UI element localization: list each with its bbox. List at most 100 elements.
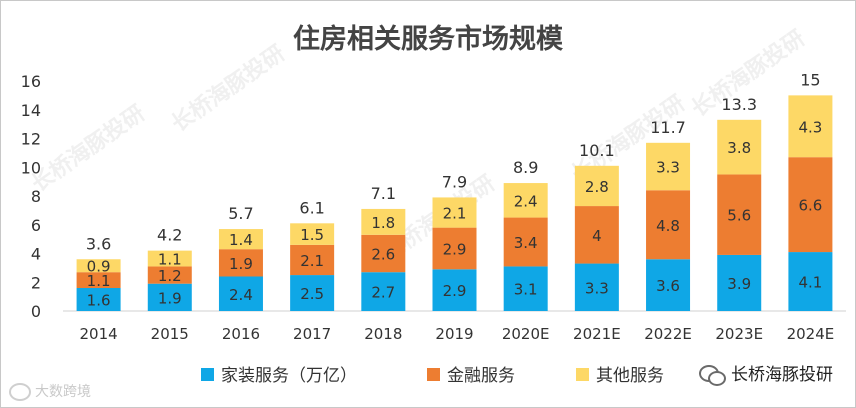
brand-label: 长桥海豚投研 [699, 360, 833, 386]
x-tick-label: 2022E [644, 325, 692, 343]
legend-label: 金融服务 [447, 366, 515, 386]
bar-segment [76, 259, 121, 273]
total-label: 5.7 [228, 204, 253, 223]
data-label: 0.9 [87, 258, 111, 276]
bar-segment [432, 269, 477, 311]
x-tick-label: 2017 [293, 325, 331, 343]
data-label: 2.6 [371, 246, 395, 264]
bar-segment [218, 276, 263, 311]
data-label: 2.5 [300, 285, 324, 303]
x-tick-label: 2021E [573, 325, 621, 343]
data-label: 2.4 [514, 192, 538, 210]
data-label: 3.9 [727, 275, 751, 293]
bar-segment [574, 165, 619, 207]
y-tick-label: 12 [21, 130, 41, 149]
total-label: 13.3 [721, 95, 757, 114]
data-label: 2.4 [229, 286, 253, 304]
bar-segment [574, 263, 619, 311]
bar-segment [788, 157, 833, 253]
total-label: 10.1 [579, 141, 615, 160]
data-label: 1.5 [300, 226, 324, 244]
data-label: 1.4 [229, 231, 253, 249]
x-tick-label: 2018 [364, 325, 402, 343]
data-label: 3.3 [656, 159, 680, 177]
data-label: 3.8 [727, 139, 751, 157]
total-label: 15 [800, 70, 820, 89]
y-tick-label: 0 [31, 302, 41, 321]
data-label: 6.6 [798, 197, 822, 215]
y-tick-label: 14 [21, 101, 41, 120]
chart-title: 住房相关服务市场规模 [293, 23, 563, 55]
data-label: 3.3 [585, 279, 609, 297]
x-tick-label: 2023E [715, 325, 763, 343]
y-tick-label: 6 [31, 216, 41, 235]
total-label: 7.9 [442, 172, 467, 191]
bar-segment [76, 288, 121, 311]
data-label: 1.9 [158, 289, 182, 307]
data-label: 2.9 [443, 240, 467, 258]
bar-segment [717, 119, 762, 175]
data-label: 3.1 [514, 281, 538, 299]
bar-segment [574, 206, 619, 264]
data-label: 1.1 [87, 272, 111, 290]
legend-swatch [427, 368, 440, 381]
bar-segment [503, 183, 548, 218]
bar-segment [76, 272, 121, 288]
x-tick-label: 2015 [151, 325, 189, 343]
bar-segment [361, 234, 406, 273]
bar-segment [503, 266, 548, 311]
legend-label: 家装服务（万亿） [221, 366, 357, 386]
x-tick-label: 2020E [502, 325, 550, 343]
total-label: 4.2 [157, 226, 182, 245]
data-label: 4.8 [656, 217, 680, 235]
bar-segment [432, 197, 477, 228]
bar-segment [290, 275, 335, 311]
bar-segment [218, 249, 263, 277]
bar-segment [147, 283, 192, 311]
legend-swatch [201, 368, 214, 381]
wechat-icon [699, 363, 726, 386]
bar-segment [290, 244, 335, 276]
total-label: 7.1 [371, 184, 396, 203]
data-label: 2.1 [443, 205, 467, 223]
data-label: 2.9 [443, 282, 467, 300]
x-tick-label: 2024E [787, 325, 835, 343]
bar-segment [361, 208, 406, 235]
total-label: 11.7 [650, 118, 686, 137]
total-label: 6.1 [299, 198, 324, 217]
data-label: 4 [592, 227, 602, 245]
bar-segment [788, 95, 833, 158]
data-label: 2.7 [371, 284, 395, 302]
data-label: 1.2 [158, 267, 182, 285]
data-label: 1.6 [87, 292, 111, 310]
y-tick-label: 10 [21, 158, 41, 177]
data-label: 4.3 [798, 118, 822, 136]
bar-segment [646, 259, 691, 311]
logo-swirl-icon [9, 383, 31, 401]
bar-segment [717, 254, 762, 311]
y-tick-label: 16 [21, 72, 41, 91]
total-label: 3.6 [86, 234, 111, 253]
corner-logo: 大数跨境 [9, 381, 91, 401]
legend-swatch [576, 368, 589, 381]
legend-label: 其他服务 [596, 366, 664, 386]
data-label: 1.8 [371, 214, 395, 232]
y-tick-label: 8 [31, 187, 41, 206]
bar-segment [717, 174, 762, 255]
bar-segment [361, 272, 406, 311]
bar-segment [432, 227, 477, 270]
bar-segment [147, 266, 192, 284]
bar-segment [646, 142, 691, 191]
x-tick-label: 2014 [79, 325, 117, 343]
corner-logo-text: 大数跨境 [35, 384, 91, 400]
x-tick-label: 2019 [435, 325, 473, 343]
data-label: 3.4 [514, 234, 538, 252]
brand-text: 长桥海豚投研 [731, 365, 833, 385]
data-label: 5.6 [727, 207, 751, 225]
data-label: 1.9 [229, 255, 253, 273]
bar-segment [290, 223, 335, 245]
bar-segment [646, 190, 691, 260]
data-label: 2.8 [585, 178, 609, 196]
